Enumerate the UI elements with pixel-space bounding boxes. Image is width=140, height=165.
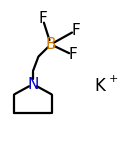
Text: F: F	[71, 23, 80, 38]
Text: F: F	[68, 47, 77, 62]
Text: +: +	[109, 74, 119, 84]
Text: N: N	[27, 77, 39, 92]
Text: F: F	[38, 11, 47, 26]
Text: K: K	[95, 77, 106, 95]
Text: B: B	[46, 37, 56, 52]
